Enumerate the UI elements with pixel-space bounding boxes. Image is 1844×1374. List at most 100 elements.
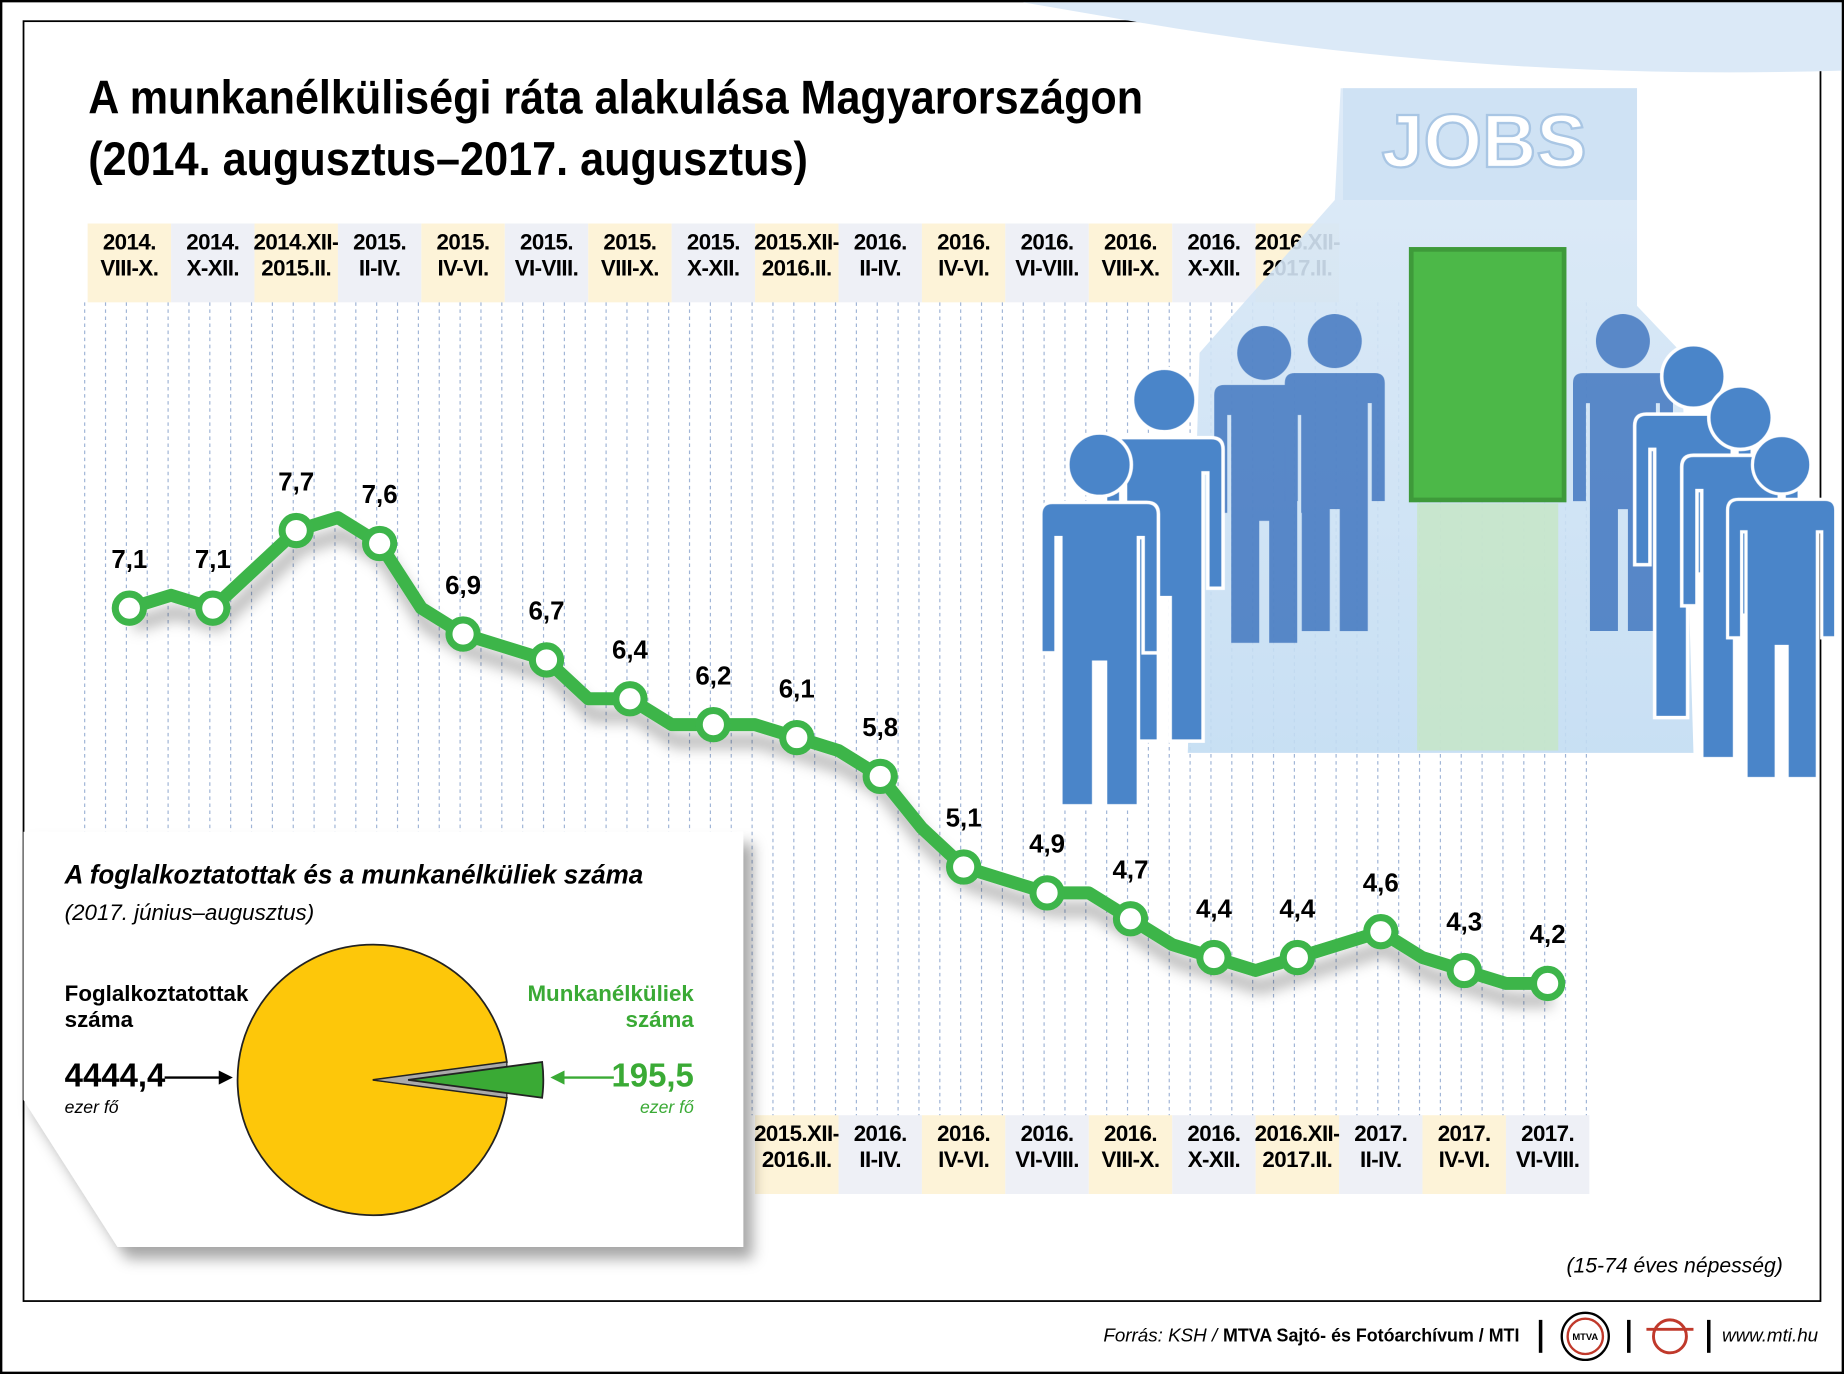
x-tick-label-box: 2016. II-IV. (853, 1122, 908, 1173)
unit-label: ezer fő (65, 1097, 120, 1117)
point (695, 706, 732, 743)
column-header (588, 223, 672, 303)
data-label: 6,1 (779, 675, 815, 703)
column-header (755, 223, 839, 303)
line-layer: 7,1 7,1 7,7 7,6 6,9 6,7 6,4 6,2 6,1 5,8 5,1 4,9 4,7 4… (111, 468, 1566, 1002)
x-tick-label-box: 2016. X-XII. (1187, 1122, 1241, 1173)
pie-title: A foglalkoztatottak és a munkanélküliek … (64, 860, 644, 890)
point (278, 512, 314, 549)
door (1408, 247, 1567, 503)
x-tick-label-box: 2015. VI-VIII. (515, 231, 579, 281)
x-tick-label: 2014. VIII-X. (100, 230, 159, 281)
x-tick-label: 2016. IV-VI. (937, 230, 991, 281)
x-tick-label-box: 2017. IV-VI. (1437, 1122, 1492, 1173)
x-tick-label: 2016. II-IV. (853, 1122, 908, 1173)
x-tick-label: 2016. VIII-X. (1101, 230, 1160, 281)
logo-text: MTVA (1572, 1331, 1598, 1342)
x-tick-label-box: 2016. IV-VI. (937, 230, 991, 281)
value-label: 195,5 (611, 1056, 693, 1093)
title: A munkanélküliségi ráta alakulása Magyar… (88, 71, 1143, 124)
column-header (337, 223, 422, 303)
x-tick-label-box: 2016. IV-VI. (937, 1122, 991, 1172)
sky (1023, 2, 1842, 73)
column-header (504, 223, 589, 303)
point (445, 616, 481, 652)
column-header (87, 223, 172, 303)
point (1196, 939, 1232, 976)
legend-label-box: Foglalkoztatottak száma (64, 982, 249, 1033)
x-tick-label-box: 2017. VI-VIII. (1515, 1122, 1580, 1173)
point (1530, 965, 1566, 1002)
data-label: 4,9 (1029, 831, 1065, 859)
point (111, 590, 148, 626)
x-tick-label-box: 2015.XII- 2016.II. (754, 230, 840, 281)
value-label: 4444,4 (65, 1056, 166, 1093)
data-label: 6,7 (529, 598, 565, 626)
legend-label-box: Munkanélküliek száma (527, 982, 694, 1033)
x-tick-label: 2016. VI-VIII. (1015, 1122, 1079, 1173)
x-tick-label: 2015. X-XII. (686, 230, 741, 281)
point (779, 719, 815, 756)
x-tick-label-box: 2015. II-IV. (353, 231, 407, 281)
sign-text: JOBS (1382, 99, 1587, 183)
data-label: 4,2 (1530, 921, 1566, 949)
x-tick-label: 2016. II-IV. (853, 230, 908, 281)
column-header (1172, 223, 1256, 303)
x-tick-label: 2016. X-XII. (1187, 230, 1241, 281)
arrow-head (218, 1070, 233, 1085)
x-tick-label: 2015. VIII-X. (600, 230, 660, 281)
column-header (1005, 1115, 1089, 1195)
column-header (1172, 1115, 1256, 1195)
x-tick-label-box: 2016. X-XII. (1187, 230, 1241, 281)
frame (22, 20, 1822, 1302)
column-header (254, 223, 338, 303)
x-tick-label-box: 2015. X-XII. (686, 230, 741, 281)
point (1112, 901, 1149, 937)
column-header (1505, 1115, 1590, 1195)
x-tick-label-box: 2015. VIII-X. (600, 230, 660, 281)
x-tick-label-box: 2016. II-IV. (853, 230, 908, 281)
legend-label: Munkanélküliek száma (527, 982, 694, 1033)
column-header (1088, 223, 1173, 303)
x-tick-label-box: 2014.XII- 2015.II. (254, 231, 340, 281)
x-tick-label-box: 2016. VI-VIII. (1015, 230, 1079, 281)
unit-label: ezer fő (640, 1097, 695, 1117)
x-tick-label: 2014. X-XII. (186, 230, 240, 281)
x-tick-label: 2016. VI-VIII. (1015, 230, 1079, 281)
x-tick-label-box: 2015. IV-VI. (437, 231, 491, 281)
point (1446, 952, 1482, 989)
x-tick-label: 2017. IV-VI. (1437, 1122, 1492, 1173)
data-label: 7,1 (195, 546, 231, 574)
data-label: 7,6 (362, 481, 398, 509)
data-label: 6,2 (695, 662, 731, 690)
data-label: 4,4 (1279, 895, 1316, 923)
data-label: 5,1 (946, 805, 982, 833)
column-header (1339, 1115, 1423, 1195)
x-tick-label: 2015.XII- 2016.II. (754, 230, 840, 281)
source-names: MTVA Sajtó- és Fotóarchívum / MTI (1223, 1324, 1519, 1345)
column-header (1255, 1115, 1340, 1195)
point (946, 849, 982, 885)
data-label: 4,4 (1196, 895, 1233, 923)
point (1029, 875, 1065, 911)
door-reflection (1417, 503, 1559, 751)
point (1279, 939, 1315, 976)
x-tick-label-box: 2016.XII- 2017.II. (1254, 1122, 1341, 1173)
x-tick-label-box: 2014. X-XII. (186, 230, 240, 281)
column-header (1088, 1115, 1173, 1195)
legend-label: Foglalkoztatottak száma (64, 982, 249, 1033)
x-tick-label-box: 2016. VIII-X. (1101, 230, 1160, 281)
x-tick-label: 2017. VI-VIII. (1515, 1122, 1580, 1173)
point (195, 590, 231, 626)
point (862, 758, 898, 795)
x-tick-label: 2016. VIII-X. (1101, 1122, 1160, 1173)
x-tick-label-box: 2014. VIII-X. (100, 230, 159, 281)
data-label: 6,4 (612, 637, 649, 665)
data-label: 5,8 (862, 714, 898, 742)
column-header (921, 223, 1006, 303)
point (362, 525, 398, 562)
x-tick-label: 2016. X-XII. (1187, 1122, 1241, 1173)
x-tick-label: 2016.XII- 2017.II. (1254, 1122, 1341, 1173)
